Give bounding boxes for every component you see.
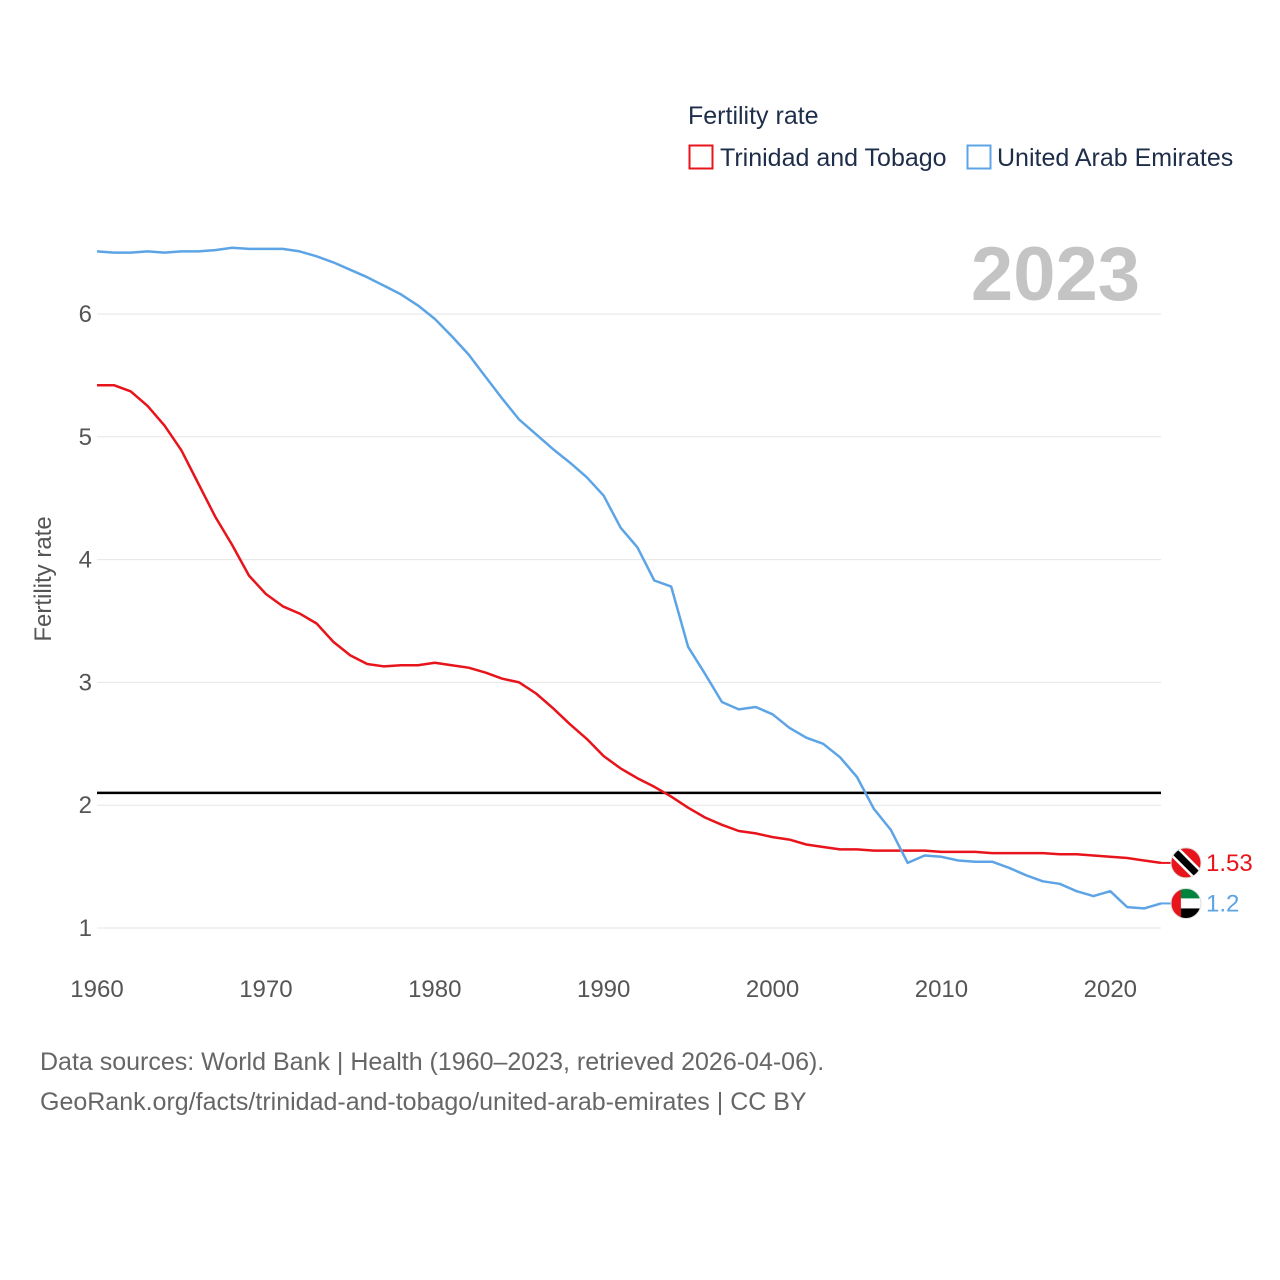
y-tick-label: 4 xyxy=(79,547,92,574)
year-label: 2023 xyxy=(971,232,1140,317)
y-tick-label: 5 xyxy=(79,424,92,451)
trinidad-and-tobago-flag-icon xyxy=(1170,847,1202,879)
gridlines xyxy=(97,313,1161,929)
legend-label: Trinidad and Tobago xyxy=(720,144,947,172)
y-tick-label: 6 xyxy=(79,301,92,328)
united-arab-emirates-flag-icon xyxy=(1170,887,1202,919)
end-value-label: 1.53 xyxy=(1206,850,1253,877)
series-end-markers: 1.53 1.2 xyxy=(1161,847,1253,919)
x-tick-label: 2000 xyxy=(746,976,799,1003)
legend-item-united-arab-emirates[interactable]: United Arab Emirates xyxy=(966,144,1234,172)
series-lines xyxy=(96,246,1162,910)
legend-swatch xyxy=(688,144,714,170)
y-tick-label: 3 xyxy=(79,669,92,696)
series-line-united-arab-emirates[interactable] xyxy=(96,246,1162,910)
x-tick-label: 2010 xyxy=(915,976,968,1003)
source-line-2: GeoRank.org/facts/trinidad-and-tobago/un… xyxy=(40,1088,807,1116)
legend: Fertility rate Trinidad and Tobago Unite… xyxy=(688,102,1233,172)
y-axis-title: Fertility rate xyxy=(30,516,57,641)
series-line-trinidad-and-tobago[interactable] xyxy=(97,383,1162,865)
end-value-label: 1.2 xyxy=(1206,890,1239,917)
legend-label: United Arab Emirates xyxy=(997,144,1233,172)
source-note: Data sources: World Bank | Health (1960–… xyxy=(40,1042,824,1122)
source-line-1: Data sources: World Bank | Health (1960–… xyxy=(40,1048,825,1076)
legend-swatch xyxy=(966,144,992,170)
x-tick-label: 1970 xyxy=(239,976,292,1003)
x-tick-label: 1990 xyxy=(577,976,630,1003)
legend-title: Fertility rate xyxy=(688,102,819,130)
y-tick-label: 2 xyxy=(79,792,92,819)
fertility-rate-chart: Fertility rate Trinidad and Tobago Unite… xyxy=(30,102,1253,1003)
x-tick-label: 1960 xyxy=(70,976,123,1003)
y-axis-ticks: 1 2 3 4 5 6 xyxy=(79,301,92,942)
x-tick-label: 2020 xyxy=(1084,976,1137,1003)
y-tick-label: 1 xyxy=(79,915,92,942)
x-tick-label: 1980 xyxy=(408,976,461,1003)
legend-item-trinidad-and-tobago[interactable]: Trinidad and Tobago xyxy=(688,144,947,172)
x-axis-ticks: 1960 1970 1980 1990 2000 2010 2020 xyxy=(70,976,1137,1003)
